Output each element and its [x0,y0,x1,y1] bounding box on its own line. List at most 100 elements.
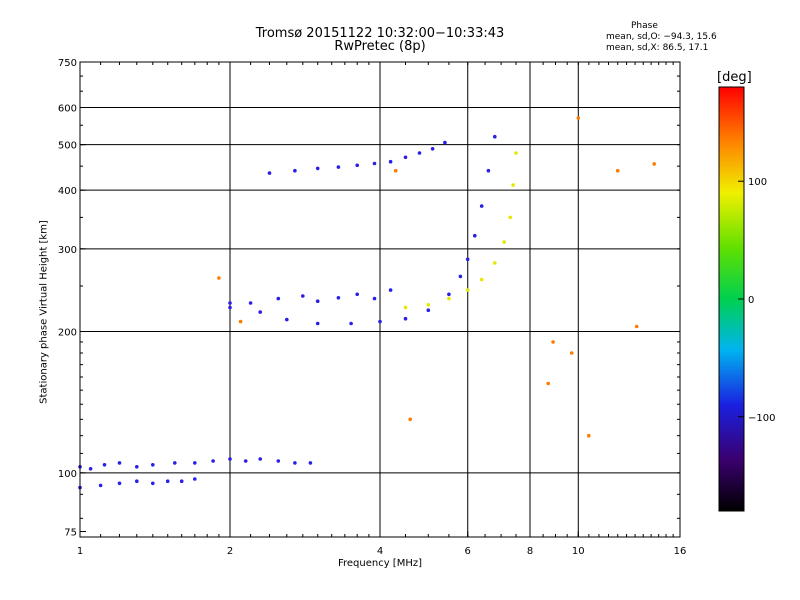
data-point [102,463,107,467]
x-tick-label: 10 [572,546,585,557]
data-point [408,417,413,422]
colorbar-tick-label: 100 [748,177,767,188]
data-point [293,461,297,465]
data-point [248,301,253,305]
data-point [493,261,497,265]
data-point [502,240,507,244]
data-point [135,465,139,469]
data-point [587,433,591,438]
colorbar-ticks: 100 0 −100 [738,177,775,424]
data-point [315,299,320,304]
chart-subtitle: RwPretec (8p) [334,39,426,54]
y-tick-label: 300 [58,245,77,256]
phase-header: Phase [631,21,658,31]
y-tick-label: 600 [58,103,77,114]
y-tick-label: 200 [58,328,77,339]
data-point [486,168,491,173]
x-tick-label: 8 [527,546,533,557]
data-point [634,324,639,329]
data-point [615,168,620,173]
colorbar-tick-label: 0 [748,295,754,306]
data-point [165,479,170,484]
data-point [193,461,197,465]
data-point [473,233,477,238]
data-point [372,161,377,166]
data-point [447,296,451,301]
data-points [78,116,656,490]
data-point [228,305,232,310]
data-point [228,301,232,305]
data-point [479,204,484,208]
chart-title: Tromsø 20151122 10:32:00−10:33:43 [255,26,505,41]
data-point [193,477,197,481]
data-point [98,483,103,488]
data-point [349,321,353,326]
data-point [243,459,248,463]
data-point [276,296,281,301]
data-point [276,459,281,463]
y-tick-label: 75 [64,527,77,538]
y-tick-label: 400 [58,186,77,197]
y-tick-label: 500 [58,141,77,152]
data-point [378,319,382,324]
data-point [336,165,341,169]
data-point [426,308,431,313]
data-point [372,296,377,301]
data-point [388,159,393,164]
data-point [355,163,360,168]
data-point [179,479,184,484]
phase-x-stats: mean, sd,X: 86.5, 17.1 [606,43,709,53]
data-point [465,288,470,292]
data-point [403,316,408,321]
data-point [355,292,360,297]
data-point [258,310,263,314]
data-point [403,155,408,160]
data-point [388,288,393,292]
x-tick-label: 1 [77,546,83,557]
data-point [293,168,297,173]
data-point [151,463,155,467]
data-point [88,467,93,471]
data-point [417,151,422,155]
data-point [173,461,177,465]
data-point [514,151,518,155]
data-point [211,459,215,463]
colorbar-label: [deg] [717,70,752,85]
data-point [151,481,155,486]
data-point [443,140,447,145]
data-point [447,292,451,297]
data-point [315,166,320,171]
x-tick-label: 6 [465,546,471,557]
data-point [546,381,550,386]
data-point [117,461,122,465]
x-tick-label: 2 [227,546,233,557]
grid-lines [80,62,680,537]
data-point [336,296,341,300]
data-point [267,171,272,175]
data-point [511,183,515,187]
data-point [308,461,313,465]
data-point [508,215,512,220]
data-point [569,351,574,355]
data-point [285,317,289,322]
data-point [551,340,555,344]
data-point [228,457,232,461]
axis-ticks: 1 2 4 6 8 10 16 75 100 200 300 400 500 600 750 [58,58,686,557]
y-tick-label: 100 [58,469,77,480]
data-point [430,147,435,151]
data-point [135,479,139,484]
data-point [493,134,497,139]
x-axis-label: Frequency [MHz] [337,558,423,569]
data-point [403,305,408,310]
data-point [117,481,122,486]
data-point [458,274,463,279]
data-point [426,303,431,307]
x-tick-label: 16 [674,546,687,557]
data-point [465,257,470,262]
data-point [238,319,243,324]
data-point [393,168,398,173]
data-point [258,457,263,461]
data-point [301,294,305,298]
data-point [576,116,581,120]
